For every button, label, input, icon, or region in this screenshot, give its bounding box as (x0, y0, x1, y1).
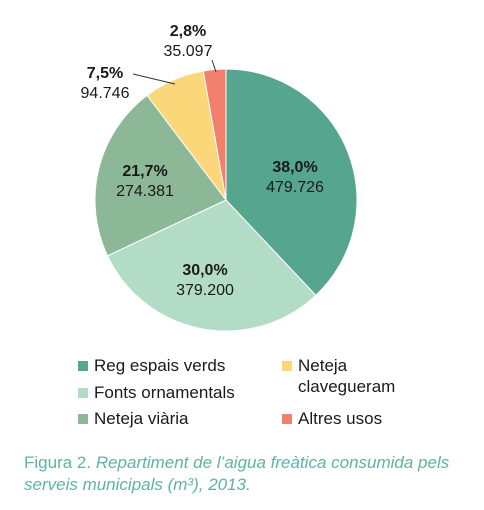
legend-swatch (282, 414, 292, 424)
chart-legend: Reg espais verds Fonts ornamentals Netej… (0, 355, 484, 435)
legend-label: Reg espais verds (94, 356, 226, 375)
pie-slice-fonts-ornamentals (106, 199, 317, 332)
slice-label-pct-fonts-ornamentals: 30,0% (182, 262, 227, 279)
leader-line-neteja-clavegueram (132, 73, 176, 85)
slice-label-pct-neteja-viaria: 21,7% (122, 163, 167, 180)
pie-chart: 38,0% 479.726 30,0% 379.200 21,7% 274.38… (81, 23, 358, 332)
legend-label: Neteja viària (94, 409, 189, 428)
slice-label-pct-altres-usos: 2,8% (170, 23, 206, 40)
caption-lead: Figura 2. (24, 453, 92, 472)
pie-slices (94, 68, 358, 332)
leader-line-altres-usos (211, 59, 217, 73)
pie-slice-reg-espais-verds (225, 68, 358, 297)
legend-label: Neteja clavegueram (298, 355, 395, 397)
legend-swatch (78, 414, 88, 424)
legend-label-line-2: clavegueram (298, 377, 396, 396)
legend-item-neteja-viaria: Neteja viària (78, 408, 189, 429)
pie-slice-neteja-vi-ria (94, 94, 227, 257)
legend-swatch (78, 388, 88, 398)
legend-item-altres-usos: Altres usos (282, 408, 382, 429)
pie-slice-altres-usos (202, 68, 227, 201)
legend-label: Altres usos (298, 409, 383, 428)
slice-label-pct-neteja-clavegueram: 7,5% (87, 65, 123, 82)
caption-text: Repartiment de l’aigua freàtica consumid… (24, 453, 450, 494)
slice-label-pct-reg-espais-verds: 38,0% (272, 159, 317, 176)
figure-caption: Figura 2. Repartiment de l’aigua freàtic… (24, 452, 474, 496)
slice-label-value-reg-espais-verds: 479.726 (266, 179, 324, 196)
legend-label-line-1: Neteja (298, 356, 348, 375)
legend-swatch (282, 361, 292, 371)
legend-label: Fonts ornamentals (94, 383, 235, 402)
slice-label-value-neteja-clavegueram: 94.746 (81, 85, 130, 102)
legend-item-reg-espais-verds: Reg espais verds (78, 355, 225, 376)
legend-item-neteja-clavegueram: Neteja clavegueram (282, 355, 395, 397)
slice-label-value-altres-usos: 35.097 (164, 43, 213, 60)
slice-label-value-neteja-viaria: 274.381 (116, 183, 174, 200)
slice-label-value-fonts-ornamentals: 379.200 (176, 282, 234, 299)
leader-lines (132, 59, 217, 85)
legend-swatch (78, 361, 88, 371)
legend-item-fonts-ornamentals: Fonts ornamentals (78, 382, 235, 403)
